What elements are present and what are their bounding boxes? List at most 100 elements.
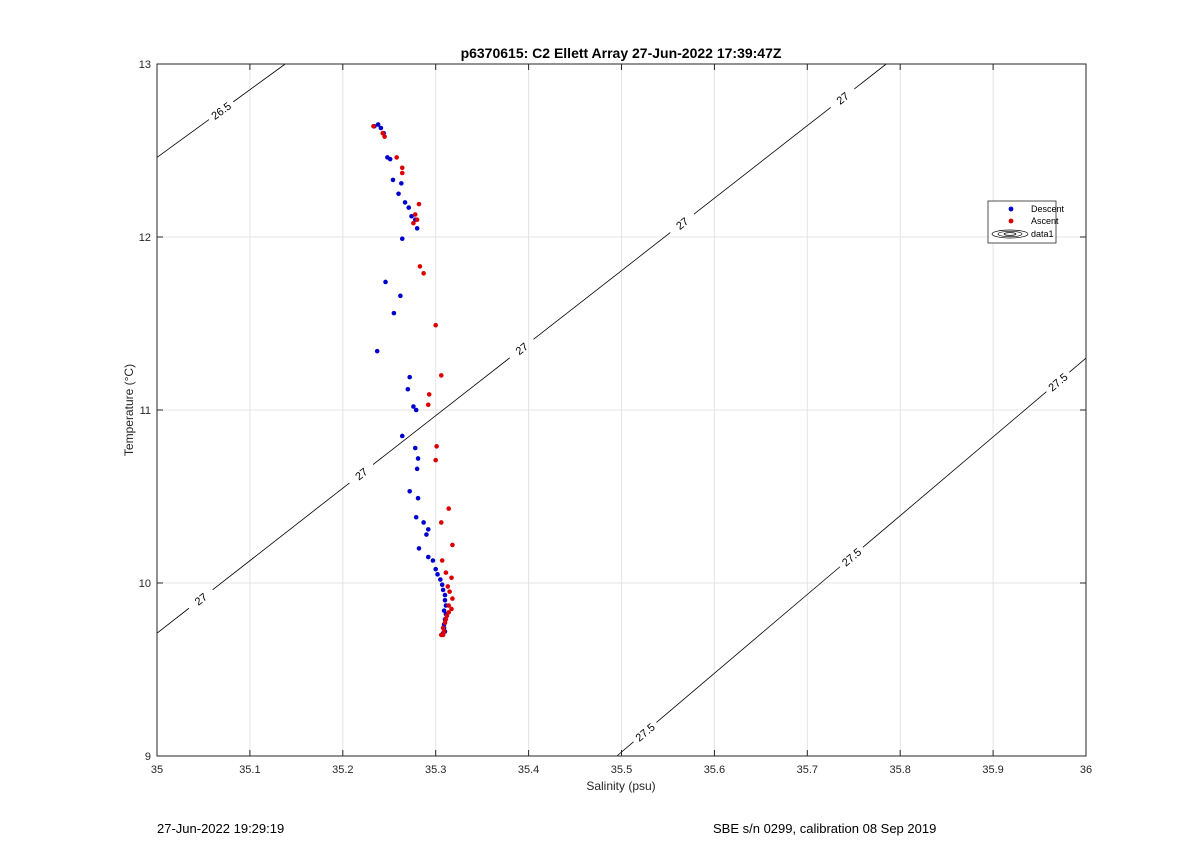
ascent-point: [449, 575, 454, 581]
descent-point: [406, 205, 412, 210]
x-tick-label: 35.8: [889, 764, 910, 776]
ascent-point: [450, 596, 455, 601]
density-contour-line: [156, 119, 210, 158]
y-tick-label: 10: [139, 578, 151, 590]
descent-point: [440, 587, 446, 593]
descent-point: [387, 156, 393, 162]
x-tick-label: 35.3: [425, 764, 446, 776]
x-tick-label: 35.6: [704, 764, 725, 776]
descent-point: [402, 200, 408, 205]
x-tick-label: 35.2: [332, 764, 353, 776]
density-contour-line: [862, 391, 1047, 548]
descent-point: [412, 445, 418, 451]
legend-contour-icon: [991, 229, 1029, 239]
ascent-point: [412, 212, 418, 217]
footer-timestamp: 27-Jun-2022 19:29:19: [157, 821, 285, 836]
ascent-point: [438, 520, 444, 525]
descent-point: [415, 456, 421, 461]
descent-point: [442, 598, 448, 603]
descent-point: [435, 572, 440, 577]
descent-point: [425, 527, 431, 532]
ascent-point: [450, 542, 455, 548]
legend-ascent-marker: [1008, 218, 1014, 224]
y-tick-label: 11: [140, 405, 151, 417]
descent-point: [399, 236, 405, 242]
ascent-point: [446, 603, 452, 608]
ascent-point: [439, 558, 445, 563]
ascent-point: [449, 606, 454, 612]
ascent-point: [380, 130, 386, 136]
ascent-point: [446, 506, 452, 511]
x-tick-label: 35.4: [518, 764, 539, 776]
ascent-point: [444, 613, 450, 619]
density-contour-label: 27: [353, 466, 370, 483]
legend-ascent-label: Ascent: [1031, 216, 1059, 226]
density-contour-line: [1069, 357, 1087, 373]
density-contour-line: [156, 607, 190, 634]
density-contour-line: [693, 107, 831, 215]
ascent-point: [416, 201, 422, 207]
y-tick-label: 12: [139, 232, 151, 244]
density-contour-label: 27.5: [1046, 371, 1070, 394]
x-tick-label: 35.1: [239, 764, 260, 776]
density-contour-label: 27.5: [634, 721, 658, 744]
ascent-point: [438, 373, 444, 378]
legend-descent-marker: [1008, 206, 1014, 212]
axis-ticks: 35 35.1 35.2 35.3 35.4 35.5 35.6 35.7 35.8 35.9 36…: [139, 59, 1092, 776]
ascent-point: [417, 264, 423, 269]
descent-point: [405, 386, 411, 392]
x-tick-label: 35: [151, 764, 163, 776]
x-tick-label: 35.5: [611, 764, 632, 776]
density-contour-line: [616, 741, 634, 757]
descent-point: [407, 489, 412, 494]
ascent-point: [445, 584, 451, 589]
ascent-point: [371, 123, 376, 129]
ascent-point: [433, 322, 439, 328]
x-tick-label: 35.9: [982, 764, 1003, 776]
ascent-point: [394, 155, 399, 160]
ascent-point: [433, 457, 439, 463]
density-contour-label: 27: [193, 591, 210, 608]
descent-point: [414, 226, 420, 231]
descent-point: [413, 514, 419, 520]
density-contour-label: 27.5: [840, 546, 864, 569]
descent-point: [416, 546, 422, 551]
descent-point: [413, 407, 419, 413]
density-contour-line: [533, 232, 671, 340]
ascent-point: [446, 610, 452, 615]
x-axis-label: Salinity (psu): [586, 779, 655, 793]
ascent-point: [440, 625, 446, 631]
descent-point: [378, 125, 384, 131]
x-tick-label: 35.7: [797, 764, 818, 776]
descent-point: [438, 577, 443, 582]
ascent-point: [414, 217, 420, 222]
descent-point: [414, 466, 420, 472]
ascent-point: [399, 165, 405, 171]
descent-point: [411, 404, 416, 409]
ascent-point: [441, 629, 447, 634]
ascent-series: [371, 123, 455, 638]
descent-point: [407, 374, 412, 380]
density-contour-line: [232, 63, 286, 103]
ascent-point: [434, 444, 439, 449]
grid-lines: [156, 63, 1087, 757]
density-contour-line: [212, 482, 350, 591]
descent-point: [390, 177, 396, 183]
descent-point: [421, 520, 426, 525]
ascent-point: [411, 220, 416, 226]
density-contours: 26.5 27 27 27 27 27 27.5 27.5 27.5: [156, 63, 1087, 757]
y-axis-label: Temperature (°C): [122, 364, 136, 456]
descent-point: [398, 293, 403, 299]
data-points: [371, 122, 455, 638]
ascent-point: [382, 134, 387, 139]
ascent-point: [440, 632, 446, 638]
ascent-point: [399, 170, 405, 176]
density-contour-label: 27: [835, 90, 852, 107]
descent-point: [441, 608, 447, 613]
descent-point: [375, 122, 381, 127]
descent-point: [415, 495, 421, 501]
density-contour-line: [372, 357, 511, 465]
ascent-point: [443, 570, 449, 575]
descent-point: [442, 592, 448, 598]
descent-point: [399, 433, 405, 439]
